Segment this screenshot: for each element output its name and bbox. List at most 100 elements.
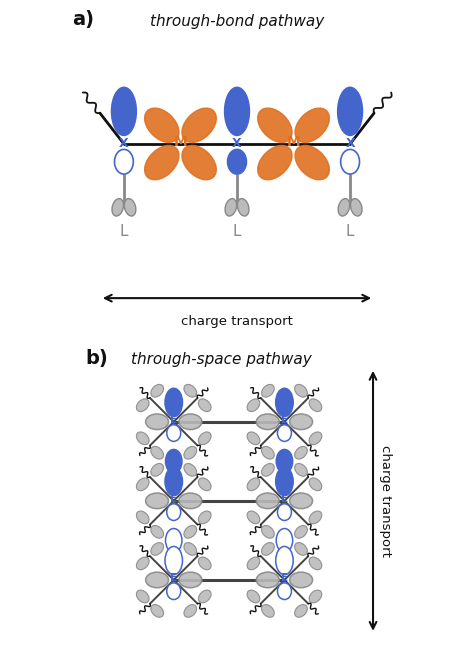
Ellipse shape [165,449,182,473]
Ellipse shape [167,583,181,600]
Ellipse shape [199,557,211,570]
Ellipse shape [151,542,164,556]
Ellipse shape [137,399,149,412]
Ellipse shape [199,511,211,524]
Ellipse shape [309,399,322,412]
Ellipse shape [184,446,197,459]
Ellipse shape [137,590,149,603]
Ellipse shape [182,146,216,180]
Ellipse shape [115,150,133,174]
Ellipse shape [309,557,322,570]
Ellipse shape [341,150,359,174]
Text: through-bond pathway: through-bond pathway [150,14,324,29]
Ellipse shape [179,414,202,430]
Ellipse shape [256,414,279,430]
Ellipse shape [137,432,149,445]
Ellipse shape [277,503,292,521]
Ellipse shape [295,604,307,617]
Ellipse shape [151,463,164,476]
Ellipse shape [137,511,149,524]
Ellipse shape [309,478,322,491]
Ellipse shape [167,424,181,442]
Ellipse shape [167,503,181,521]
Ellipse shape [137,478,149,491]
Ellipse shape [151,446,164,459]
Text: b): b) [85,349,108,368]
Ellipse shape [290,493,312,509]
Ellipse shape [262,446,274,459]
Ellipse shape [137,557,149,570]
Ellipse shape [247,557,260,570]
Text: M: M [287,135,301,149]
Ellipse shape [309,590,322,603]
Ellipse shape [111,88,136,135]
Ellipse shape [165,529,182,552]
Ellipse shape [262,604,274,617]
Ellipse shape [290,414,312,430]
Ellipse shape [256,572,279,588]
Ellipse shape [146,572,168,588]
Text: E: E [281,573,288,583]
Ellipse shape [295,542,307,556]
Ellipse shape [290,572,312,588]
Text: E: E [170,494,177,504]
Ellipse shape [112,198,124,216]
Ellipse shape [199,590,211,603]
Text: charge transport: charge transport [181,315,293,328]
Ellipse shape [258,146,292,180]
Ellipse shape [295,108,329,142]
Text: E: E [170,415,177,425]
Ellipse shape [295,446,307,459]
Text: charge transport: charge transport [379,445,392,557]
Ellipse shape [199,432,211,445]
Ellipse shape [199,399,211,412]
Ellipse shape [237,198,249,216]
Ellipse shape [276,449,292,473]
Text: X: X [232,136,242,150]
Text: X: X [345,136,355,150]
Ellipse shape [228,150,246,174]
Ellipse shape [225,88,249,135]
Ellipse shape [184,542,197,556]
Ellipse shape [146,414,168,430]
Ellipse shape [124,198,136,216]
Ellipse shape [262,525,274,538]
Ellipse shape [247,432,260,445]
Ellipse shape [277,424,292,442]
Ellipse shape [350,198,362,216]
Ellipse shape [184,604,197,617]
Ellipse shape [276,529,292,552]
Text: L: L [233,224,241,239]
Ellipse shape [295,146,329,180]
Text: E: E [170,573,177,583]
Ellipse shape [165,388,182,416]
Ellipse shape [277,583,292,600]
Ellipse shape [295,463,307,476]
Text: a): a) [73,11,94,29]
Ellipse shape [199,478,211,491]
Ellipse shape [184,384,197,397]
Ellipse shape [276,546,293,575]
Ellipse shape [165,467,182,496]
Text: through-space pathway: through-space pathway [131,352,311,367]
Ellipse shape [179,493,202,509]
Ellipse shape [182,108,216,142]
Ellipse shape [262,463,274,476]
Ellipse shape [309,432,322,445]
Ellipse shape [151,384,164,397]
Text: X: X [119,136,129,150]
Ellipse shape [247,478,260,491]
Ellipse shape [165,546,182,575]
Ellipse shape [145,108,179,142]
Ellipse shape [276,467,293,496]
Ellipse shape [338,198,350,216]
Ellipse shape [262,542,274,556]
Ellipse shape [276,388,293,416]
Ellipse shape [184,463,197,476]
Ellipse shape [309,511,322,524]
Text: L: L [119,224,128,239]
Ellipse shape [295,384,307,397]
Ellipse shape [258,108,292,142]
Ellipse shape [179,572,202,588]
Ellipse shape [256,493,279,509]
